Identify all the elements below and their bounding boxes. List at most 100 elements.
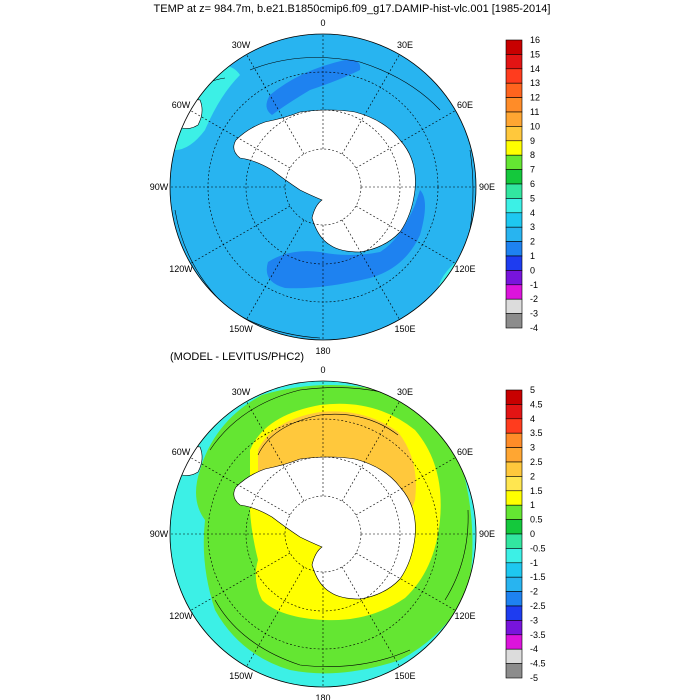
- top-meridian: [246, 54, 305, 155]
- bottom-colorbar-label: -4: [530, 644, 538, 654]
- top-colorbar-swatch: [505, 241, 523, 257]
- bottom-colorbar-label: -2: [530, 587, 538, 597]
- top-colorbar-label: 3: [530, 222, 535, 232]
- bottom-colorbar-swatch: [505, 533, 523, 549]
- top-colorbar-swatch: [505, 140, 523, 156]
- bottom-colorbar-swatch: [505, 605, 523, 621]
- bottom-colorbar-swatch: [505, 620, 523, 636]
- top-lon-label: 30W: [232, 40, 251, 50]
- bottom-colorbar-label: -1.5: [530, 572, 546, 582]
- top-lon-label: 30E: [397, 40, 413, 50]
- top-colorbar-swatch: [505, 212, 523, 228]
- top-colorbar-label: 15: [530, 49, 540, 59]
- bottom-map-title: (MODEL - LEVITUS/PHC2): [170, 351, 304, 363]
- bottom-meridian: [246, 566, 305, 667]
- bottom-colorbar-swatch: [505, 663, 523, 679]
- top-map-title: TEMP at z= 984.7m, b.e21.B1850cmip6.f09_…: [154, 3, 551, 15]
- bottom-meridian: [355, 457, 456, 516]
- top-colorbar-label: 6: [530, 179, 535, 189]
- bottom-colorbar-label: 3: [530, 443, 535, 453]
- bottom-colorbar-swatch: [505, 548, 523, 564]
- bottom-colorbar-label: 5: [530, 385, 535, 395]
- top-meridian: [246, 219, 305, 320]
- top-colorbar-swatch: [505, 126, 523, 142]
- top-colorbar-swatch: [505, 270, 523, 286]
- bottom-meridian: [341, 401, 400, 502]
- bottom-lon-label: 90W: [150, 529, 169, 539]
- top-colorbar-label: 5: [530, 193, 535, 203]
- top-colorbar-label: 14: [530, 64, 540, 74]
- top-colorbar-swatch: [505, 54, 523, 70]
- bottom-longitude-labels: 0 30E 60E 90E 120E 150E 180 150W 120W 90W 60W 30W: [150, 365, 495, 700]
- bottom-colorbar-swatch: [505, 576, 523, 592]
- bottom-colorbar-swatch: [505, 490, 523, 506]
- top-colorbar-label: -1: [530, 280, 538, 290]
- bottom-colorbar-label: -3: [530, 615, 538, 625]
- top-colorbar-swatch: [505, 198, 523, 214]
- top-lon-label: 180: [315, 346, 330, 356]
- bottom-lon-label: 60E: [457, 447, 473, 457]
- top-colorbar-swatch: [505, 183, 523, 199]
- top-graticule: [170, 34, 476, 340]
- top-meridian: [355, 205, 456, 264]
- bottom-meridian: [355, 552, 456, 611]
- bottom-meridian: [341, 566, 400, 667]
- bottom-colorbar-label: 0.5: [530, 515, 543, 525]
- top-colorbar-swatch: [505, 298, 523, 314]
- bottom-meridian: [190, 457, 291, 516]
- bottom-meridian: [246, 401, 305, 502]
- bottom-colorbar-label: 3.5: [530, 428, 543, 438]
- bottom-colorbar-label: 1.5: [530, 486, 543, 496]
- top-colorbar-swatch: [505, 313, 523, 329]
- bottom-colorbar-label: 1: [530, 500, 535, 510]
- bottom-colorbar-swatch: [505, 634, 523, 650]
- top-colorbar-swatch: [505, 284, 523, 300]
- bottom-lon-label: 180: [315, 693, 330, 700]
- top-colorbar-swatch: [505, 111, 523, 127]
- bottom-lon-label: 150W: [229, 671, 253, 681]
- top-map-border: [169, 33, 477, 341]
- top-colorbar-label: 13: [530, 78, 540, 88]
- bottom-colorbar-label: -2.5: [530, 601, 546, 611]
- bottom-colorbar-label: 2.5: [530, 457, 543, 467]
- bottom-colorbar-label: -5: [530, 673, 538, 683]
- bottom-colorbar: 5 4.5 4 3.5 3 2.5 2 1.5 1 0.5 0 -0.5 -1 -1.5 -2 -2.5 -3 -…: [505, 385, 546, 683]
- bottom-lon-label: 30W: [232, 387, 251, 397]
- top-lon-label: 0: [320, 18, 325, 28]
- top-lon-label: 120E: [455, 264, 476, 274]
- top-colorbar-label: 12: [530, 93, 540, 103]
- top-colorbar-swatch: [505, 169, 523, 185]
- top-colorbar-label: -2: [530, 294, 538, 304]
- bottom-colorbar-label: -1: [530, 558, 538, 568]
- top-meridian: [341, 54, 400, 155]
- top-lon-label: 60W: [172, 100, 191, 110]
- top-colorbar-swatch: [505, 226, 523, 242]
- top-meridian: [190, 110, 291, 169]
- top-lon-label: 150W: [229, 324, 253, 334]
- bottom-colorbar-swatch: [505, 504, 523, 520]
- bottom-map-border: [169, 380, 477, 688]
- top-lon-label: 150E: [394, 324, 415, 334]
- bottom-colorbar-swatch: [505, 418, 523, 434]
- top-lon-label: 90W: [150, 182, 169, 192]
- bottom-colorbar-swatch: [505, 562, 523, 578]
- top-meridian: [341, 219, 400, 320]
- bottom-colorbar-swatch: [505, 432, 523, 448]
- bottom-lon-label: 90E: [479, 529, 495, 539]
- top-colorbar-swatch: [505, 39, 523, 55]
- top-colorbar-label: -4: [530, 323, 538, 333]
- bottom-colorbar-swatch: [505, 591, 523, 607]
- bottom-colorbar-swatch: [505, 389, 523, 405]
- bottom-colorbar-label: -0.5: [530, 543, 546, 553]
- bottom-lon-label: 30E: [397, 387, 413, 397]
- bottom-colorbar-label: 4: [530, 414, 535, 424]
- bottom-lon-label: 0: [320, 365, 325, 375]
- top-cold-patch-pacific: [266, 190, 425, 289]
- top-colorbar-label: 1: [530, 251, 535, 261]
- bottom-colorbar-label: 2: [530, 471, 535, 481]
- top-warm-band-west: [170, 66, 240, 150]
- top-colorbar-label: 7: [530, 165, 535, 175]
- bottom-colorbar-swatch: [505, 476, 523, 492]
